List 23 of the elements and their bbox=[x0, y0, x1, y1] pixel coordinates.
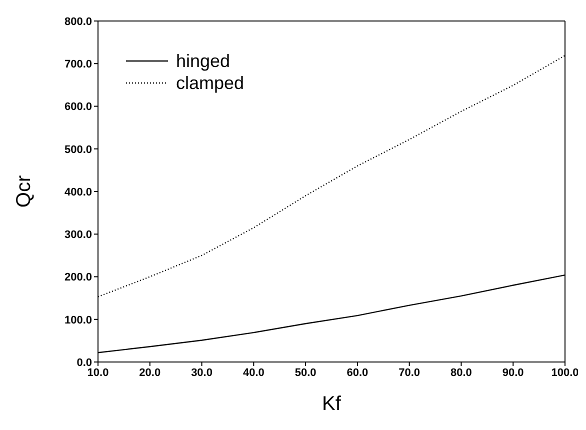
y-axis-title: Qcr bbox=[13, 175, 36, 208]
legend-label: clamped bbox=[176, 72, 244, 94]
y-tick-label: 800.0 bbox=[64, 16, 92, 28]
x-axis-title: Kf bbox=[322, 393, 342, 415]
x-tick-label: 60.0 bbox=[346, 366, 368, 379]
y-tick-label: 300.0 bbox=[64, 229, 92, 242]
legend-label: hinged bbox=[176, 50, 230, 72]
y-tick-label: 200.0 bbox=[64, 272, 92, 284]
x-tick-label: 30.0 bbox=[191, 366, 212, 379]
x-tick-label: 80.0 bbox=[450, 366, 472, 379]
y-tick-label: 400.0 bbox=[64, 186, 92, 198]
y-tick-label: 600.0 bbox=[64, 101, 92, 114]
x-tick-label: 90.0 bbox=[502, 366, 524, 379]
x-tick-label: 50.0 bbox=[294, 366, 316, 379]
y-tick-label: 100.0 bbox=[64, 314, 92, 326]
x-tick-label: 40.0 bbox=[242, 366, 264, 379]
y-tick-label: 700.0 bbox=[64, 58, 92, 71]
x-tick-label: 100.0 bbox=[551, 366, 579, 379]
x-tick-label: 70.0 bbox=[398, 366, 420, 379]
y-tick-label: 500.0 bbox=[64, 144, 92, 156]
x-tick-label: 10.0 bbox=[87, 366, 109, 379]
x-tick-label: 20.0 bbox=[139, 366, 161, 379]
y-tick-label: 0.0 bbox=[76, 356, 92, 369]
